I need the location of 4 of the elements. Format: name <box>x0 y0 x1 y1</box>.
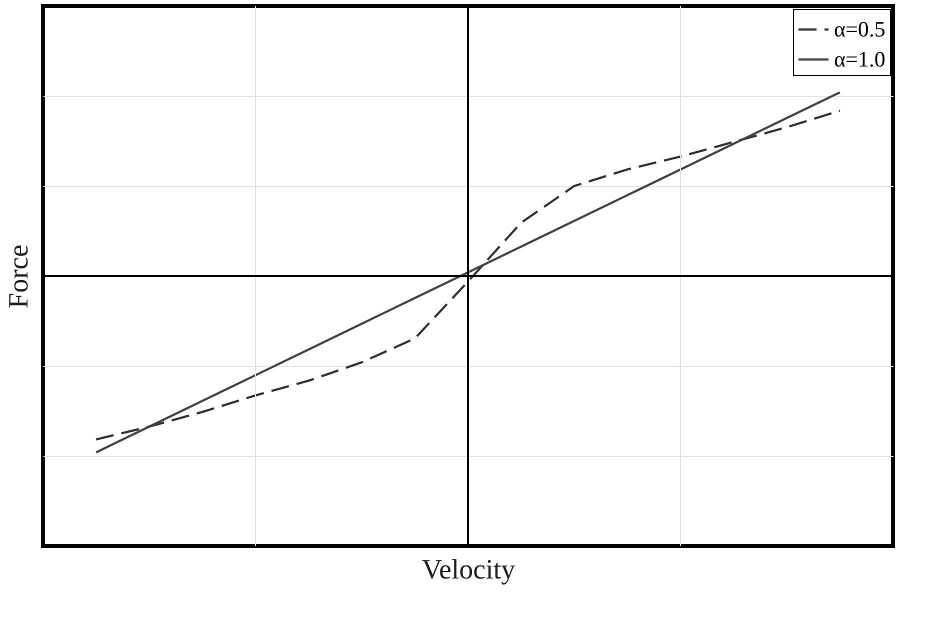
x-axis-title: Velocity <box>422 554 516 586</box>
legend-label: α=0.5 <box>834 16 886 42</box>
legend-label: α=1.0 <box>834 46 886 72</box>
y-axis-title: Force <box>4 244 34 308</box>
